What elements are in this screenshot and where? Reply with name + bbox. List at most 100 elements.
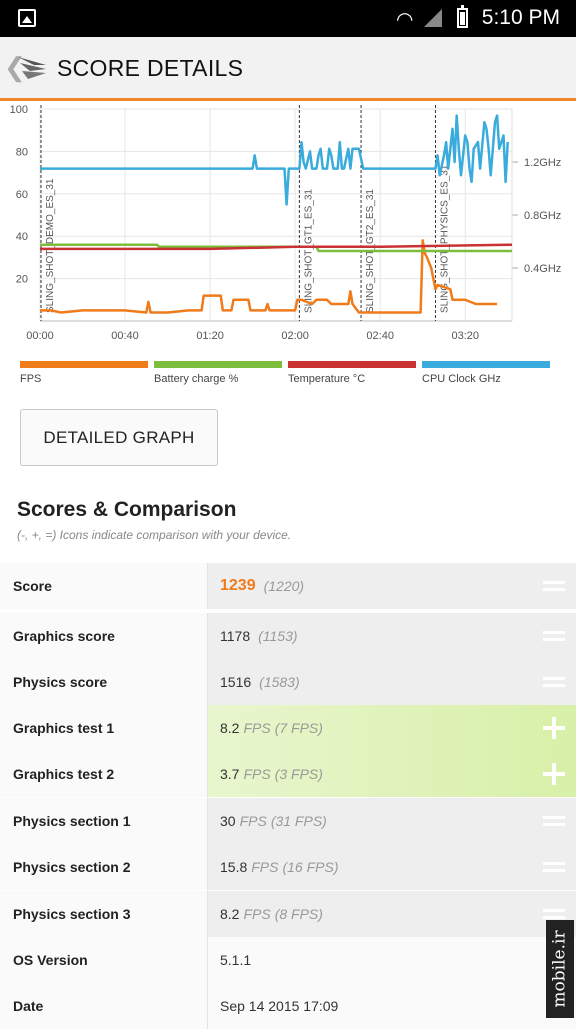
value-text: 1239 [220,577,256,594]
watermark: mobile.ir [546,920,574,1018]
phase-marker-label: SLING_SHOT_PHYSICS_ES_31 [439,164,450,313]
row-label: Score [0,563,208,609]
series-line [40,114,509,206]
value-text: 1516 [220,674,252,690]
comparison-value: (31 FPS) [270,813,327,829]
plus-icon [543,717,565,739]
value-unit: FPS [251,859,279,875]
value-text: Sep 14 2015 17:09 [220,998,339,1014]
row-label: Date [0,983,208,1029]
row-value: 1516 (1583) [220,659,300,705]
value-unit: FPS [243,766,271,782]
y2-tick-label: 1.2GHz [524,157,561,169]
y-tick-label: 80 [16,146,28,158]
table-row: Physics section 3 8.2 FPS (8 FPS) [0,891,576,937]
y2-tick-label: 0.8GHz [524,210,561,222]
row-value: 15.8 FPS (16 FPS) [220,844,339,890]
row-value: 3.7 FPS (3 FPS) [220,751,323,797]
legend-item-battery: Battery charge % [154,361,282,385]
series-line [40,243,512,253]
section-title: Scores & Comparison [17,498,237,521]
back-chevron-icon[interactable]: ❮ [4,52,26,82]
x-tick-label: 00:40 [111,330,139,342]
comparison-value: (16 FPS) [282,859,339,875]
watermark-text: mobile.ir [550,930,571,1008]
page-title: SCORE DETAILS [57,55,244,81]
legend-swatch-temperature [288,361,416,368]
section-subtitle: (-, +, =) Icons indicate comparison with… [17,528,292,542]
comparison-value: (1220) [263,578,305,594]
value-unit: FPS [239,813,267,829]
plus-icon [543,763,565,785]
3dmark-logo-icon[interactable] [16,51,48,83]
equal-icon [543,625,565,647]
row-label: Graphics score [0,613,208,659]
wifi-icon: ◠ [396,9,414,31]
row-label: Physics section 3 [0,891,208,937]
legend-label-fps: FPS [20,373,42,385]
legend-label-battery: Battery charge % [154,373,239,385]
row-label: Graphics test 1 [0,705,208,751]
row-label: Physics section 1 [0,798,208,844]
y-tick-label: 60 [16,189,28,201]
legend-label-temperature: Temperature °C [288,373,366,385]
table-row: Physics score 1516 (1583) [0,659,576,705]
row-label: Physics score [0,659,208,705]
x-tick-label: 01:20 [196,330,224,342]
value-text: 30 [220,813,236,829]
row-value: 8.2 FPS (7 FPS) [220,705,323,751]
app-bar: ❮ SCORE DETAILS [0,37,576,101]
clock: 5:10 PM [481,6,560,29]
gallery-notification-icon [18,9,36,27]
value-text: 15.8 [220,859,248,875]
value-text: 8.2 [220,720,240,736]
row-label: OS Version [0,937,208,983]
chart-legend: FPS Battery charge % Temperature °C CPU … [0,361,576,391]
battery-icon [457,5,468,28]
comparison-value: (1583) [259,674,300,690]
x-tick-label: 00:00 [26,330,54,342]
value-unit: FPS [243,906,271,922]
value-text: 3.7 [220,766,240,782]
comparison-value: (1153) [258,628,298,644]
table-row: OS Version 5.1.1 [0,937,576,983]
y2-tick-label: 0.4GHz [524,263,561,275]
row-value: 30 FPS (31 FPS) [220,798,327,844]
x-tick-label: 02:40 [366,330,394,342]
value-unit: FPS [243,720,271,736]
row-value: 5.1.1 [220,937,259,983]
table-row: Physics section 2 15.8 FPS (16 FPS) [0,844,576,890]
signal-icon [424,9,442,27]
performance-chart: 100 80 60 40 20 00:00 00:40 01:20 02:00 02:40 03:2… [0,101,576,391]
table-row: Graphics test 1 8.2 FPS (7 FPS) [0,705,576,751]
row-value: 8.2 FPS (8 FPS) [220,891,323,937]
row-label: Physics section 2 [0,844,208,890]
equal-icon [543,856,565,878]
legend-swatch-fps [20,361,148,368]
comparison-value: (8 FPS) [274,906,323,922]
series-line [40,239,498,314]
legend-swatch-cpu-clock [422,361,550,368]
table-row: Graphics score 1178 (1153) [0,613,576,659]
row-value: Sep 14 2015 17:09 [220,983,346,1029]
table-row: Date Sep 14 2015 17:09 [0,983,576,1029]
legend-item-cpu-clock: CPU Clock GHz [422,361,550,385]
x-tick-label: 02:00 [281,330,309,342]
x-tick-label: 03:20 [451,330,479,342]
legend-item-fps: FPS [20,361,148,385]
y-tick-label: 40 [16,231,28,243]
equal-icon [543,903,565,925]
equal-icon [543,810,565,832]
status-bar: ◠ 5:10 PM [0,0,576,37]
legend-item-temperature: Temperature °C [288,361,416,385]
equal-icon [543,575,565,597]
y-tick-label: 20 [16,274,28,286]
legend-swatch-battery [154,361,282,368]
table-row: Graphics test 2 3.7 FPS (3 FPS) [0,751,576,797]
comparison-value: (7 FPS) [274,720,323,736]
table-row: Score 1239 (1220) [0,563,576,609]
y-tick-label: 100 [10,104,28,116]
series-line [40,243,513,251]
comparison-value: (3 FPS) [274,766,323,782]
detailed-graph-button[interactable]: DETAILED GRAPH [20,409,218,466]
